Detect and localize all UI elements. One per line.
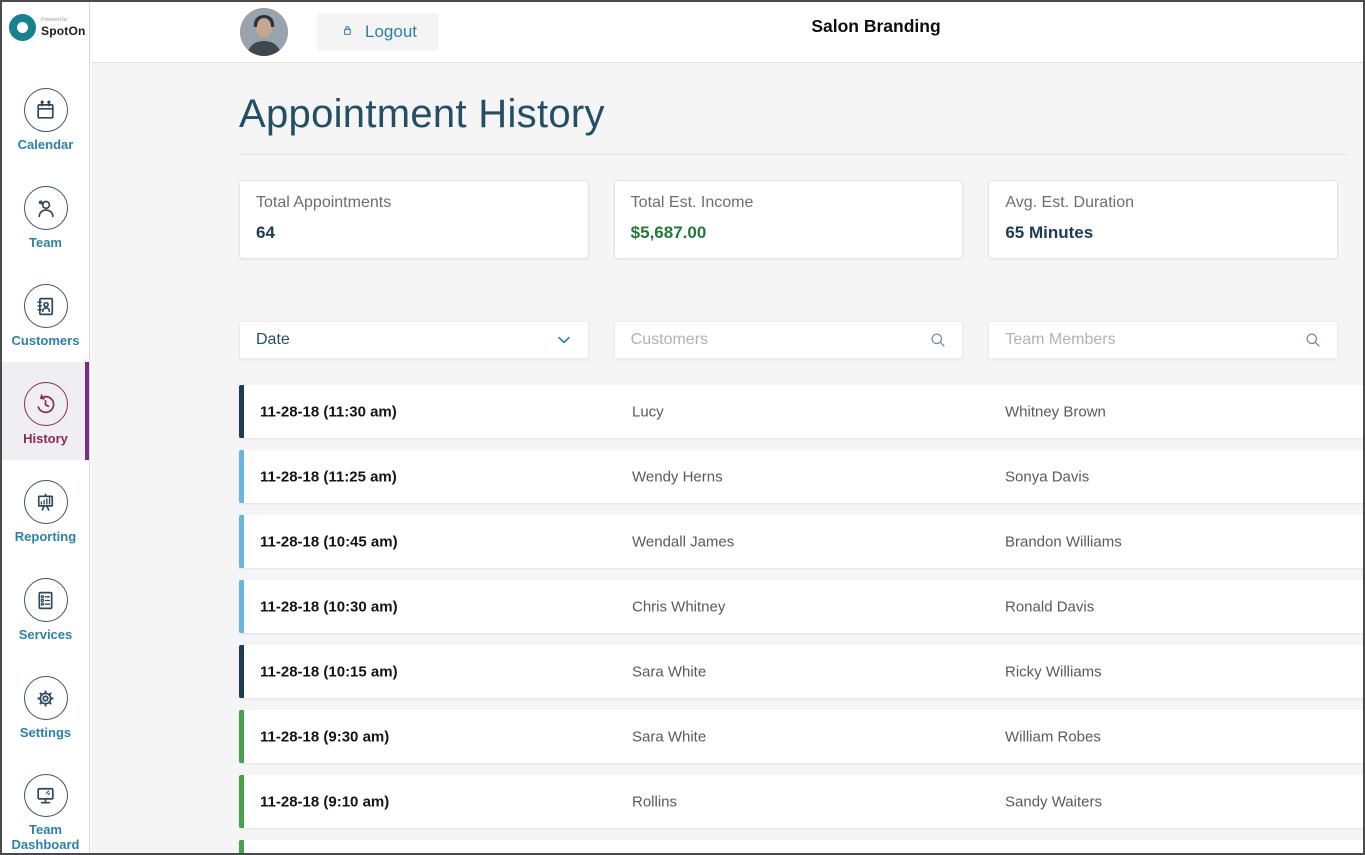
appointment-row[interactable]: 11-28-18 (10:15 am) Sara White Ricky Wil… <box>239 645 1363 698</box>
appointment-team-member: Sonya Davis <box>1005 468 1090 485</box>
stat-value: 65 Minutes <box>1005 223 1094 242</box>
appointment-row[interactable]: 11-28-18 (9:30 am) Sara White William Ro… <box>239 710 1363 763</box>
title-divider <box>239 153 1346 155</box>
stat-value: 64 <box>256 223 275 242</box>
chevron-down-icon <box>554 330 574 350</box>
reporting-icon <box>23 480 68 524</box>
lock-icon <box>339 22 356 42</box>
appointment-customer: Wendy Herns <box>632 468 723 485</box>
spoton-logo-icon <box>9 14 36 41</box>
sidebar-item-settings[interactable]: Settings <box>2 656 89 754</box>
logout-label: Logout <box>365 22 417 41</box>
appointment-customer: Sara White <box>632 728 707 745</box>
sidebar-item-label: Customers <box>11 333 80 348</box>
main-content: Appointment History Total Appointments 6… <box>91 63 1363 853</box>
powered-by-text: Powered by <box>41 17 68 23</box>
page-title: Appointment History <box>239 92 605 136</box>
spoton-logo: Powered by SpotOn <box>2 2 89 41</box>
appointment-customer: Lucy <box>632 403 664 420</box>
appointment-datetime: 11-28-18 (10:30 am) <box>260 598 398 615</box>
sidebar-item-team-dashboard[interactable]: Team Dashboard <box>2 754 89 852</box>
appointments-list: 11-28-18 (11:30 am) Lucy Whitney Brown 1… <box>239 385 1363 853</box>
sidebar-item-team[interactable]: Team <box>2 166 89 264</box>
sidebar-item-label: Settings <box>19 725 72 740</box>
appointment-row[interactable] <box>239 840 1363 853</box>
appointment-row[interactable]: 11-28-18 (11:30 am) Lucy Whitney Brown <box>239 385 1363 438</box>
team-icon <box>23 186 68 230</box>
stat-card: Total Est. Income $5,687.00 <box>613 180 964 259</box>
appointment-datetime: 11-28-18 (9:30 am) <box>260 728 390 745</box>
search-icon[interactable] <box>1303 330 1323 350</box>
logout-button[interactable]: Logout <box>317 13 439 51</box>
date-filter-label: Date <box>256 331 290 348</box>
calendar-icon <box>23 88 68 132</box>
appointment-datetime: 11-28-18 (10:45 am) <box>260 533 398 550</box>
stats-row: Total Appointments 64 Total Est. Income … <box>239 180 1339 259</box>
sidebar-item-label: Reporting <box>14 529 77 544</box>
customers-search-box <box>613 321 964 359</box>
appointment-row[interactable]: 11-28-18 (10:45 am) Wendall James Brando… <box>239 515 1363 568</box>
appointment-team-member: Ronald Davis <box>1005 598 1095 615</box>
sidebar-item-customers[interactable]: Customers <box>2 264 89 362</box>
stat-card: Total Appointments 64 <box>239 180 589 259</box>
stat-card: Avg. Est. Duration 65 Minutes <box>988 180 1339 259</box>
sidebar-item-reporting[interactable]: Reporting <box>2 460 89 558</box>
customers-icon <box>23 284 68 328</box>
appointment-team-member: Ricky Williams <box>1005 663 1102 680</box>
date-filter-dropdown[interactable]: Date <box>239 321 589 359</box>
history-icon <box>23 382 68 426</box>
topbar: Logout Salon Branding <box>91 2 1363 63</box>
brand-name: SpotOn <box>41 24 86 38</box>
stat-value: $5,687.00 <box>630 223 707 242</box>
sidebar-item-history[interactable]: History <box>2 362 89 460</box>
sidebar-item-services[interactable]: Services <box>2 558 89 656</box>
appointment-customer: Wendall James <box>632 533 735 550</box>
settings-icon <box>23 676 68 720</box>
avatar[interactable] <box>240 8 288 56</box>
sidebar-item-calendar[interactable]: Calendar <box>2 68 89 166</box>
team-dashboard-icon <box>23 774 68 817</box>
stat-label: Total Est. Income <box>630 194 754 211</box>
appointment-datetime: 11-28-18 (11:30 am) <box>260 403 397 420</box>
appointment-row[interactable]: 11-28-18 (11:25 am) Wendy Herns Sonya Da… <box>239 450 1363 503</box>
appointment-datetime: 11-28-18 (11:25 am) <box>260 468 397 485</box>
appointment-datetime: 11-28-18 (10:15 am) <box>260 663 398 680</box>
sidebar-item-label: Services <box>18 627 73 642</box>
salon-title: Salon Branding <box>811 15 941 36</box>
appointment-row[interactable]: 11-28-18 (10:30 am) Chris Whitney Ronald… <box>239 580 1363 633</box>
sidebar-nav: Calendar Team Customers History Reportin… <box>2 68 89 852</box>
sidebar-item-label: Team <box>29 235 62 250</box>
services-icon <box>23 578 68 622</box>
appointment-customer: Rollins <box>632 793 678 810</box>
sidebar-item-label: Calendar <box>17 137 74 152</box>
search-icon[interactable] <box>928 330 948 350</box>
sidebar-item-label: History <box>23 431 68 446</box>
team-members-search-input[interactable] <box>1005 331 1304 349</box>
appointment-team-member: Whitney Brown <box>1005 403 1106 420</box>
sidebar: Powered by SpotOn Calendar Team Customer… <box>2 2 90 853</box>
appointment-team-member: Brandon Williams <box>1005 533 1122 550</box>
appointment-customer: Sara White <box>632 663 707 680</box>
stat-label: Total Appointments <box>256 194 392 211</box>
stat-label: Avg. Est. Duration <box>1005 194 1134 211</box>
appointment-team-member: Sandy Waiters <box>1005 793 1102 810</box>
sidebar-item-label: Team Dashboard <box>11 822 80 852</box>
appointment-row[interactable]: 11-28-18 (9:10 am) Rollins Sandy Waiters <box>239 775 1363 828</box>
appointment-datetime: 11-28-18 (9:10 am) <box>260 793 390 810</box>
filters-row: Date <box>239 321 1339 359</box>
customers-search-input[interactable] <box>630 331 929 349</box>
team-members-search-box <box>988 321 1339 359</box>
appointment-team-member: William Robes <box>1005 728 1101 745</box>
appointment-customer: Chris Whitney <box>632 598 726 615</box>
